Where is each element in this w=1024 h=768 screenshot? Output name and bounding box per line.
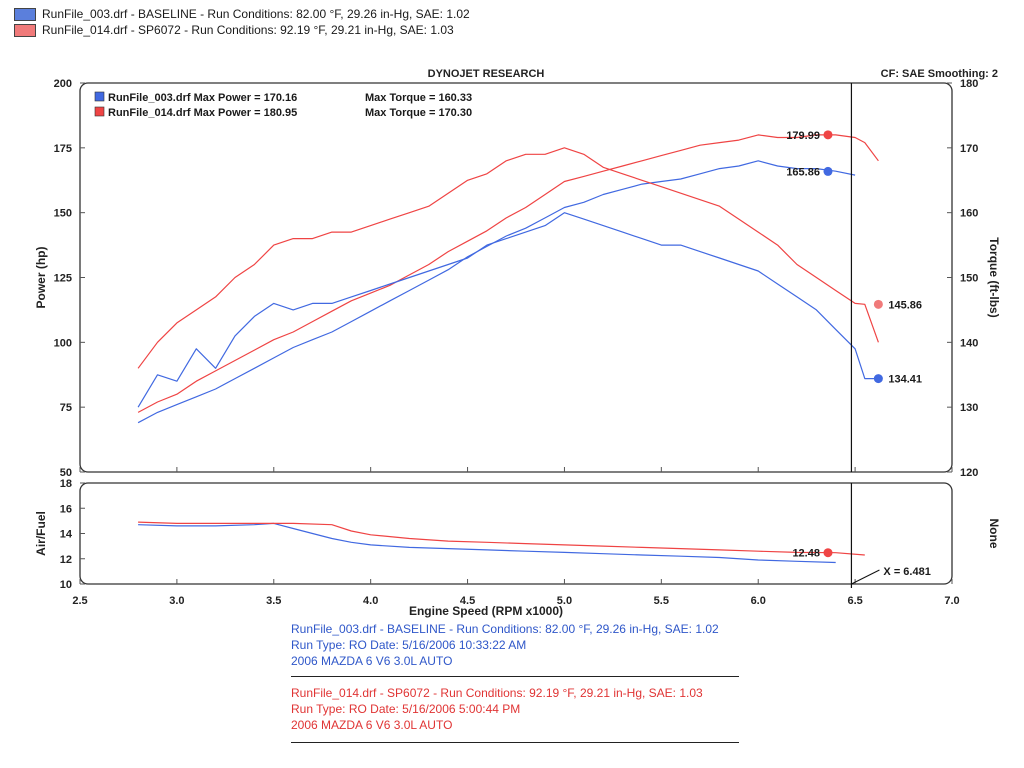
footer-baseline: RunFile_003.drf - BASELINE - Run Conditi… [291,621,719,669]
rpm-tick-label: 4.0 [363,595,378,607]
cf-smoothing-label: CF: SAE Smoothing: 2 [881,68,998,80]
airfuel-axis-label: Air/Fuel [34,511,48,556]
footer-divider [291,676,739,677]
annotation-value-label: 179.99 [786,130,820,142]
torque-tick-label: 130 [960,402,978,414]
torque-tick-label: 140 [960,337,978,349]
series-line [137,212,879,408]
footer-sp6072-conditions: RunFile_014.drf - SP6072 - Run Condition… [291,686,703,700]
series-line [137,160,856,424]
airfuel-tick-label: 12 [60,554,72,566]
series-line [137,134,879,413]
rpm-tick-label: 5.0 [557,595,572,607]
rpm-tick-label: 5.5 [654,595,669,607]
airfuel-series-line [138,522,836,564]
inner-legend-torque: Max Torque = 170.30 [365,107,472,119]
footer-baseline-vehicle: 2006 MAZDA 6 V6 3.0L AUTO [291,654,453,668]
airfuel-tick-label: 14 [60,529,73,541]
footer-sp6072: RunFile_014.drf - SP6072 - Run Condition… [291,685,703,733]
airfuel-tick-label: 18 [60,478,72,490]
main-plot-frame [79,82,953,473]
annotation-marker-icon [873,374,883,384]
chart-title: DYNOJET RESEARCH [428,68,545,80]
inner-legend-power: RunFile_014.drf Max Power = 180.95 [108,107,297,119]
annotation-value-label: 134.41 [888,374,922,386]
inner-legend-power: RunFile_003.drf Max Power = 170.16 [108,92,297,104]
top-legend-text-baseline: RunFile_003.drf - BASELINE - Run Conditi… [42,7,470,21]
power-tick-label: 75 [60,402,72,414]
power-tick-label: 175 [54,143,72,155]
footer-divider-bottom [291,742,739,743]
torque-tick-label: 150 [960,273,978,285]
footer-sp6072-vehicle: 2006 MAZDA 6 V6 3.0L AUTO [291,718,453,732]
power-tick-label: 150 [54,208,72,220]
red-swatch-icon [14,23,36,37]
annotation-marker-icon [823,166,833,176]
inner-legend-torque: Max Torque = 160.33 [365,92,472,104]
footer-baseline-runtype: Run Type: RO Date: 5/16/2006 10:33:22 AM [291,638,527,652]
rpm-tick-label: 3.0 [169,595,184,607]
annotation-value-label: 165.86 [786,166,820,178]
annotation-marker-icon [873,299,883,309]
torque-tick-label: 120 [960,467,978,479]
top-legend-row-sp6072: RunFile_014.drf - SP6072 - Run Condition… [14,22,470,38]
cursor-value-label: X = 6.481 [883,566,930,578]
rpm-tick-label: 7.0 [944,595,959,607]
torque-tick-label: 160 [960,208,978,220]
airfuel-right-axis-label: None [987,519,1001,549]
blue-swatch-icon [14,7,36,21]
airfuel-series-line [138,521,865,556]
inner-legend-swatch-icon [94,106,105,117]
footer-sp6072-runtype: Run Type: RO Date: 5/16/2006 5:00:44 PM [291,702,521,716]
rpm-tick-label: 4.5 [460,595,475,607]
torque-tick-label: 180 [960,78,978,90]
cursor-pointer-line [851,569,880,585]
torque-tick-label: 170 [960,143,978,155]
series-line [137,147,879,369]
power-tick-label: 50 [60,467,72,479]
rpm-tick-label: 6.5 [847,595,862,607]
rpm-tick-label: 6.0 [751,595,766,607]
inner-legend-swatch-icon [94,91,105,102]
top-legend-row-baseline: RunFile_003.drf - BASELINE - Run Conditi… [14,6,470,22]
annotation-value-label: 145.86 [888,299,922,311]
airfuel-plot-frame [79,482,953,585]
rpm-tick-label: 2.5 [72,595,87,607]
power-axis-label: Power (hp) [34,246,48,308]
power-tick-label: 100 [54,337,72,349]
top-legend-text-sp6072: RunFile_014.drf - SP6072 - Run Condition… [42,23,454,37]
airfuel-annotation-marker-icon [823,548,833,558]
power-tick-label: 200 [54,78,72,90]
rpm-axis-label: Engine Speed (RPM x1000) [409,604,563,618]
power-tick-label: 125 [54,273,72,285]
footer-baseline-conditions: RunFile_003.drf - BASELINE - Run Conditi… [291,622,719,636]
airfuel-tick-label: 16 [60,503,72,515]
rpm-tick-label: 3.5 [266,595,281,607]
annotation-marker-icon [823,130,833,140]
torque-axis-label: Torque (ft-lbs) [987,237,1001,317]
top-legend: RunFile_003.drf - BASELINE - Run Conditi… [14,6,470,38]
airfuel-tick-label: 10 [60,579,72,591]
airfuel-annotation-label: 12.48 [792,548,820,560]
